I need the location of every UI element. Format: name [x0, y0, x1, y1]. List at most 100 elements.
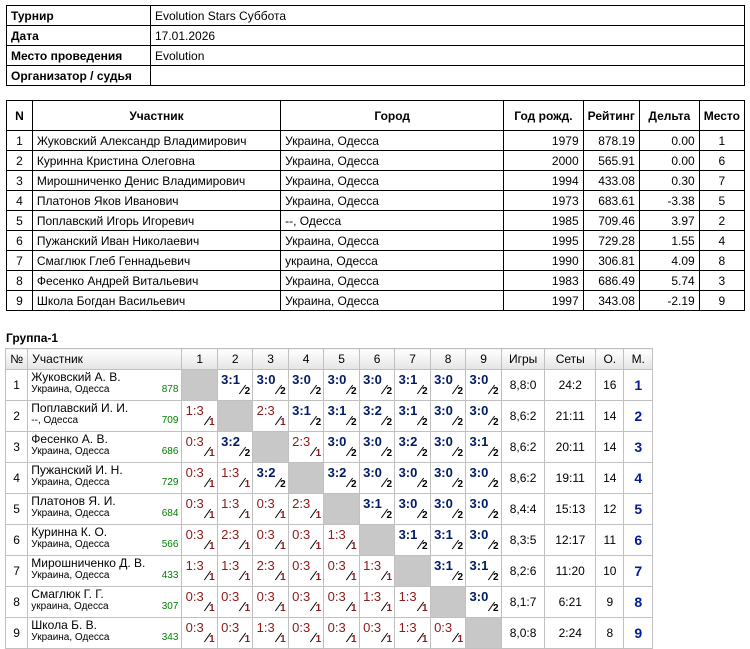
match-result: 3:0 2: [432, 370, 464, 397]
match-score: 0:3: [185, 589, 204, 604]
cross-player-rating: 878: [161, 384, 179, 395]
participants-header-cell: N: [6, 100, 33, 131]
cross-sets: 6:21: [544, 586, 597, 618]
participant-cell: 1983: [503, 270, 584, 291]
match-result: 3:0 2: [432, 494, 464, 521]
match-result-cell: 3:1 2: [216, 369, 254, 401]
cross-row: 1 Жуковский А. В. Украина, Одесса 878 3:1 2 3:…: [4, 369, 653, 401]
match-score: 0:3: [256, 527, 275, 542]
cross-header-cell: 4: [287, 348, 325, 370]
cross-player-name: Куринна К. О.: [31, 526, 108, 539]
match-result-cell: 0:3 1: [323, 586, 360, 618]
participant-cell: Украина, Одесса: [280, 170, 505, 191]
match-points: 2: [422, 386, 428, 397]
match-result-cell: 3:0 2: [358, 431, 396, 463]
match-result: 1:3 1: [397, 587, 429, 614]
cross-player-cell: Поплавский И. И. --, Одесса 709: [27, 400, 183, 432]
match-result-cell: 3:0 2: [358, 462, 396, 494]
match-points: 2: [386, 417, 393, 428]
cross-sets: 12:17: [544, 524, 597, 556]
match-score: 0:3: [185, 434, 204, 449]
cross-player-meta: Украина, Одесса 878: [31, 384, 178, 396]
match-points: 1: [209, 417, 215, 428]
match-score: 3:1: [327, 403, 347, 418]
match-result-cell: 0:3 1: [287, 524, 325, 556]
match-score: 3:0: [363, 434, 382, 449]
match-result: 1:3 1: [255, 618, 287, 645]
match-result-cell: 3:0 2: [394, 462, 431, 494]
participant-cell: 4: [6, 190, 33, 211]
cross-player-name: Платонов Я. И.: [31, 495, 116, 508]
match-result: 3:1 2: [397, 401, 429, 428]
match-score: 1:3: [221, 558, 240, 573]
match-score: 3:0: [363, 465, 382, 480]
match-result-cell: 0:3 1: [252, 524, 289, 556]
cross-diagonal-cell: [323, 493, 360, 525]
cross-header-cell: 5: [323, 348, 360, 370]
match-result-cell: 3:2 2: [394, 431, 431, 463]
cross-player-meta: украина, Одесса 307: [31, 601, 178, 613]
cross-row-number: 1: [4, 369, 29, 401]
cross-place-value: 7: [634, 563, 643, 579]
participant-cell: Поплавский Игорь Игоревич: [31, 210, 282, 231]
cross-player-name: Мирошниченко Д. В.: [31, 557, 146, 570]
cross-header-cell: 3: [252, 348, 289, 370]
match-result-cell: 0:3 1: [323, 555, 360, 587]
match-result-cell: 3:1 2: [394, 400, 431, 432]
group-title: Группа-1: [6, 331, 59, 345]
match-points: 1: [209, 603, 215, 614]
cross-games: 8,8:0: [500, 369, 546, 401]
info-value: 17.01.2026: [150, 25, 745, 46]
match-points: 1: [244, 634, 251, 645]
cross-player-cell: Смаглюк Г. Г. украина, Одесса 307: [27, 586, 183, 618]
match-score: 3:1: [398, 527, 418, 542]
cross-player-rating: 686: [161, 446, 179, 457]
match-points: 1: [315, 448, 322, 459]
participant-cell: украина, Одесса: [280, 250, 505, 271]
participant-cell: 2000: [503, 150, 584, 171]
cross-place-value: 6: [634, 532, 643, 548]
cross-place-value: 5: [634, 501, 643, 517]
match-result-cell: 0:3 1: [287, 555, 325, 587]
participant-cell: 1985: [503, 210, 584, 231]
match-score: 0:3: [327, 558, 346, 573]
participant-cell: Школа Богдан Васильевич: [31, 290, 282, 311]
match-result-cell: 3:0 2: [429, 400, 467, 432]
participant-cell: 9: [6, 290, 33, 311]
match-result-cell: 3:1 2: [429, 524, 467, 556]
cross-place: 8: [623, 586, 653, 618]
match-points: 1: [315, 510, 322, 521]
participant-cell: 709.46: [582, 210, 640, 231]
match-points: 1: [386, 572, 393, 583]
match-score: 0:3: [327, 620, 346, 635]
cross-player-city: Украина, Одесса: [31, 446, 110, 457]
participant-cell: Жуковский Александр Владимирович: [31, 130, 282, 151]
match-result-cell: 3:0 2: [323, 369, 360, 401]
participant-cell: 2: [698, 210, 746, 231]
participant-cell: 5.74: [638, 270, 700, 291]
match-result-cell: 3:0 2: [465, 586, 502, 618]
cross-points: 11: [595, 524, 625, 556]
match-result: 2:3 1: [290, 432, 322, 459]
cross-place: 1: [623, 369, 653, 401]
cross-place-value: 2: [634, 408, 643, 424]
cross-sets: 11:20: [544, 555, 597, 587]
match-points: 1: [280, 603, 286, 614]
match-points: 1: [386, 634, 393, 645]
match-score: 3:0: [398, 465, 418, 480]
cross-sets: 24:2: [544, 369, 597, 401]
cross-games: 8,4:4: [500, 493, 546, 525]
match-result-cell: 3:0 2: [287, 369, 325, 401]
cross-row: 2 Поплавский И. И. --, Одесса 709 1:3 1 2:3 1 3:…: [4, 400, 653, 432]
match-score: 3:1: [398, 403, 418, 418]
participant-cell: 1979: [503, 130, 584, 151]
match-points: 1: [315, 603, 322, 614]
cross-place: 3: [623, 431, 653, 463]
cross-header-cell: М.: [623, 348, 653, 370]
info-value: [150, 65, 745, 86]
participants-header-cell: Место: [698, 100, 746, 131]
match-result: 0:3 1: [255, 525, 287, 552]
match-score: 2:3: [256, 558, 275, 573]
participant-row: 1 Жуковский Александр Владимирович Украина…: [6, 130, 746, 151]
match-score: 3:2: [398, 434, 418, 449]
